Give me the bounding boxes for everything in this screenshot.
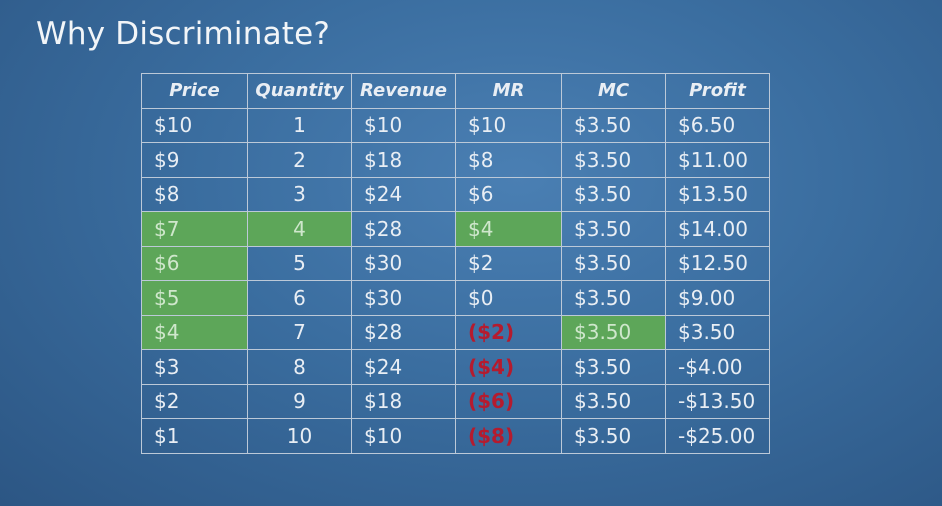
revenue-cell: $10 (351, 107, 456, 143)
profit-cell: $13.50 (665, 176, 770, 212)
mc-cell: $3.50 (561, 383, 666, 419)
price-cell: $9 (141, 142, 248, 178)
price-cell: $4 (141, 314, 248, 350)
mc-cell: $3.50 (561, 211, 666, 247)
mr-cell: $10 (455, 107, 562, 143)
price-cell: $1 (141, 418, 248, 454)
table-row: $3 8 $24 ($4) $3.50 -$4.00 (141, 349, 770, 385)
mr-cell: $2 (455, 245, 562, 281)
quantity-cell: 2 (247, 142, 352, 178)
mc-cell: $3.50 (561, 142, 666, 178)
revenue-cell: $28 (351, 211, 456, 247)
table-row: $2 9 $18 ($6) $3.50 -$13.50 (141, 383, 770, 419)
revenue-cell: $24 (351, 349, 456, 385)
col-header-quantity: Quantity (247, 73, 352, 109)
col-header-mc: MC (561, 73, 666, 109)
quantity-cell: 8 (247, 349, 352, 385)
revenue-cell: $18 (351, 142, 456, 178)
revenue-cell: $24 (351, 176, 456, 212)
profit-cell: $3.50 (665, 314, 770, 350)
mr-cell: $4 (455, 211, 562, 247)
pricing-table: Price Quantity Revenue MR MC Profit $10 … (141, 73, 770, 454)
col-header-price: Price (141, 73, 248, 109)
revenue-cell: $28 (351, 314, 456, 350)
price-cell: $10 (141, 107, 248, 143)
price-cell: $3 (141, 349, 248, 385)
table-row: $10 1 $10 $10 $3.50 $6.50 (141, 107, 770, 143)
col-header-revenue: Revenue (351, 73, 456, 109)
quantity-cell: 4 (247, 211, 352, 247)
revenue-cell: $30 (351, 280, 456, 316)
profit-cell: -$4.00 (665, 349, 770, 385)
mc-cell: $3.50 (561, 176, 666, 212)
table-row: $9 2 $18 $8 $3.50 $11.00 (141, 142, 770, 178)
table-row: $7 4 $28 $4 $3.50 $14.00 (141, 211, 770, 247)
table-row: $5 6 $30 $0 $3.50 $9.00 (141, 280, 770, 316)
quantity-cell: 10 (247, 418, 352, 454)
mc-cell: $3.50 (561, 245, 666, 281)
profit-cell: $6.50 (665, 107, 770, 143)
price-cell: $5 (141, 280, 248, 316)
revenue-cell: $10 (351, 418, 456, 454)
mc-cell: $3.50 (561, 280, 666, 316)
revenue-cell: $18 (351, 383, 456, 419)
mr-cell: ($4) (455, 349, 562, 385)
revenue-cell: $30 (351, 245, 456, 281)
mc-cell: $3.50 (561, 314, 666, 350)
quantity-cell: 5 (247, 245, 352, 281)
slide-title: Why Discriminate? (36, 16, 331, 52)
profit-cell: $9.00 (665, 280, 770, 316)
header-row: Price Quantity Revenue MR MC Profit (141, 73, 770, 109)
quantity-cell: 6 (247, 280, 352, 316)
quantity-cell: 3 (247, 176, 352, 212)
table-row: $8 3 $24 $6 $3.50 $13.50 (141, 176, 770, 212)
col-header-profit: Profit (665, 73, 770, 109)
mr-cell: ($2) (455, 314, 562, 350)
quantity-cell: 1 (247, 107, 352, 143)
price-cell: $7 (141, 211, 248, 247)
profit-cell: $11.00 (665, 142, 770, 178)
mr-cell: ($6) (455, 383, 562, 419)
mr-cell: $6 (455, 176, 562, 212)
profit-cell: -$13.50 (665, 383, 770, 419)
price-cell: $6 (141, 245, 248, 281)
price-cell: $2 (141, 383, 248, 419)
mr-cell: $0 (455, 280, 562, 316)
col-header-mr: MR (455, 73, 562, 109)
quantity-cell: 7 (247, 314, 352, 350)
mc-cell: $3.50 (561, 418, 666, 454)
mc-cell: $3.50 (561, 107, 666, 143)
table-row: $4 7 $28 ($2) $3.50 $3.50 (141, 314, 770, 350)
mr-cell: ($8) (455, 418, 562, 454)
profit-cell: $12.50 (665, 245, 770, 281)
quantity-cell: 9 (247, 383, 352, 419)
table-row: $1 10 $10 ($8) $3.50 -$25.00 (141, 418, 770, 454)
table-row: $6 5 $30 $2 $3.50 $12.50 (141, 245, 770, 281)
price-cell: $8 (141, 176, 248, 212)
profit-cell: -$25.00 (665, 418, 770, 454)
profit-cell: $14.00 (665, 211, 770, 247)
mr-cell: $8 (455, 142, 562, 178)
mc-cell: $3.50 (561, 349, 666, 385)
